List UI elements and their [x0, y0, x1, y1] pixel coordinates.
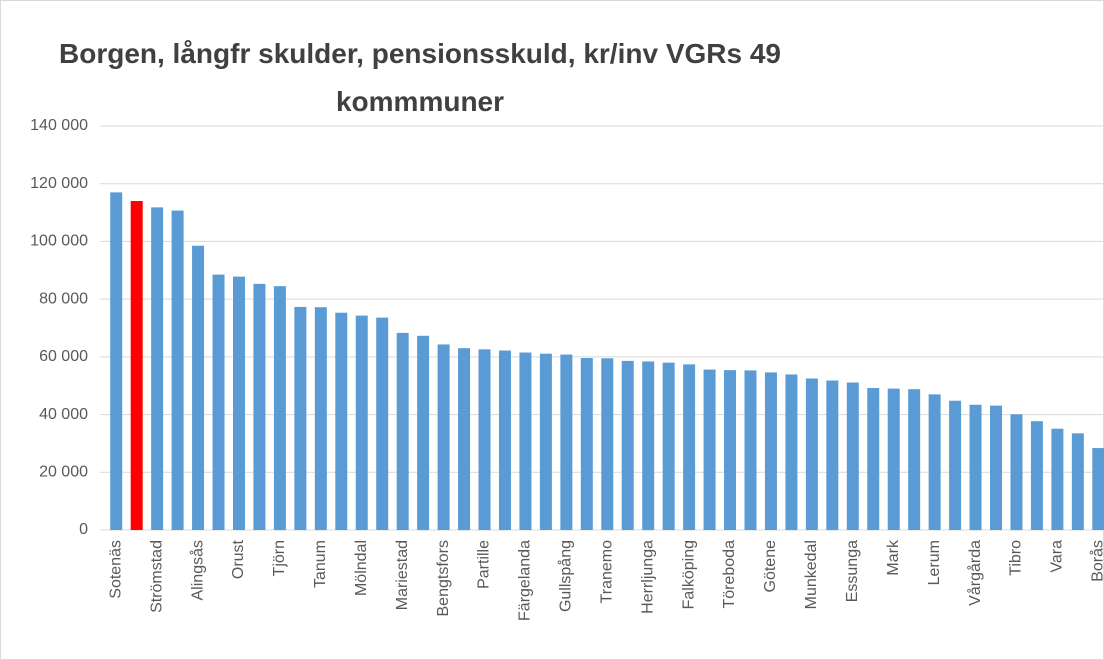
- x-tick-label: Borås: [1089, 540, 1104, 582]
- x-tick-label: Bengtsfors: [435, 540, 452, 616]
- bar: [928, 394, 941, 530]
- bar: [949, 400, 962, 530]
- x-tick-label: Vårgårda: [966, 540, 984, 606]
- bar: [1071, 433, 1084, 530]
- x-tick-label: Töreboda: [721, 540, 738, 609]
- y-tick-label: 80 000: [39, 290, 88, 307]
- bar: [396, 332, 409, 530]
- bar: [826, 380, 839, 530]
- x-tick-label: Mark: [885, 539, 902, 576]
- bar: [171, 210, 184, 530]
- y-tick-label: 20 000: [39, 464, 88, 481]
- y-tick-label: 40 000: [39, 406, 88, 423]
- x-tick-label: Gullspång: [557, 540, 575, 612]
- bar: [376, 317, 389, 530]
- bar: [969, 404, 982, 530]
- x-tick-label: Herrljunga: [639, 540, 656, 614]
- x-tick-label: Färgelanda: [517, 540, 534, 621]
- bar: [1092, 448, 1104, 530]
- x-tick-label: Lerum: [926, 540, 943, 585]
- bar: [294, 306, 307, 530]
- bar: [110, 192, 123, 530]
- x-tick-label: Strömstad: [148, 540, 165, 613]
- bar: [990, 405, 1003, 530]
- y-tick-label: 140 000: [30, 117, 88, 134]
- bar: [764, 372, 777, 530]
- x-tick-label: Tanum: [312, 540, 329, 588]
- bar: [867, 388, 880, 530]
- chart-title: Borgen, långfr skulder, pensionsskuld, k…: [59, 38, 781, 117]
- x-tick-label: Mariestad: [394, 540, 411, 610]
- x-tick-label: Falköping: [680, 540, 697, 609]
- bar: [273, 286, 286, 530]
- bar: [785, 374, 798, 530]
- bar: [355, 315, 368, 530]
- x-tick-label: Partille: [476, 540, 493, 589]
- bar: [437, 344, 450, 530]
- x-tick-label: Orust: [230, 539, 247, 579]
- bar: [1030, 421, 1043, 530]
- bar: [846, 382, 859, 530]
- bar: [314, 307, 327, 530]
- y-tick-label: 120 000: [30, 175, 88, 192]
- bar: [703, 369, 716, 530]
- bar: [887, 388, 900, 530]
- x-tick-label: Alingsås: [188, 540, 206, 600]
- x-tick-label: Tibro: [1008, 540, 1025, 576]
- x-tick-label: Munkedal: [803, 540, 820, 609]
- bar: [335, 312, 348, 530]
- bar: [1010, 414, 1023, 530]
- x-tick-label: Götene: [762, 540, 779, 593]
- bar: [253, 283, 266, 530]
- y-tick-label: 0: [79, 521, 88, 538]
- bar: [621, 360, 634, 530]
- bar: [212, 274, 225, 530]
- x-tick-label: Tjörn: [271, 540, 288, 576]
- bar: [417, 335, 430, 530]
- bar: [560, 354, 573, 530]
- bar: [519, 352, 532, 530]
- x-tick-label: Sotenäs: [107, 540, 124, 599]
- bar: [580, 358, 593, 530]
- bar: [662, 362, 675, 530]
- bar: [478, 349, 491, 530]
- bar: [232, 276, 245, 530]
- bar: [539, 353, 552, 530]
- bar: [192, 245, 205, 530]
- bar: [498, 350, 511, 530]
- x-tick-label: Tranemo: [598, 540, 615, 604]
- y-tick-label: 100 000: [30, 233, 88, 250]
- bar: [1051, 428, 1064, 530]
- bar: [130, 201, 143, 530]
- bar: [683, 364, 696, 530]
- bar: [724, 370, 737, 530]
- x-tick-label: Vara: [1049, 540, 1066, 573]
- x-tick-label: Mölndal: [353, 540, 370, 596]
- bar: [601, 358, 614, 530]
- bar: [458, 348, 471, 530]
- bar: [805, 378, 818, 530]
- bar: [908, 389, 921, 530]
- y-tick-label: 60 000: [39, 348, 88, 365]
- x-tick-label: Essunga: [844, 540, 861, 602]
- bar: [744, 370, 757, 530]
- bar: [151, 207, 164, 530]
- bar: [642, 361, 655, 530]
